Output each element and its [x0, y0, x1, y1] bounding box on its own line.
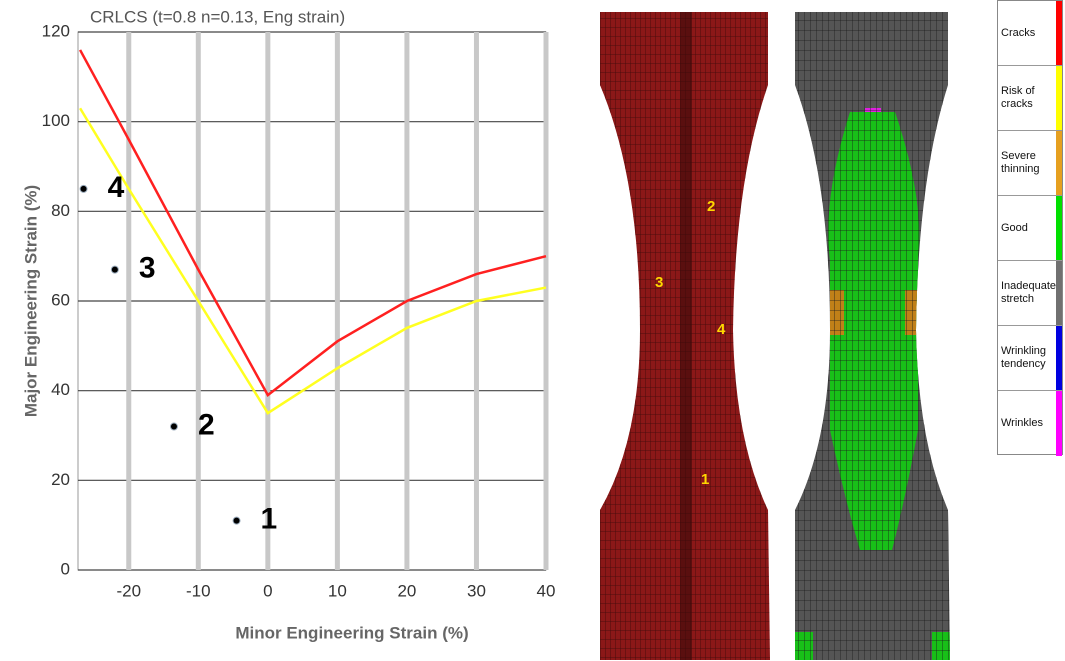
x-tick-label: 30	[467, 581, 486, 600]
legend-label: Wrinkles	[1001, 417, 1043, 430]
x-tick-label: 20	[397, 581, 416, 600]
y-tick-label: 120	[42, 21, 70, 40]
data-point	[170, 423, 177, 430]
x-tick-label: -10	[186, 581, 211, 600]
chart-title: CRLCS (t=0.8 n=0.13, Eng strain)	[90, 7, 345, 26]
legend-item: Inadequate stretch	[998, 261, 1062, 326]
legend-swatch	[1056, 391, 1062, 456]
point-label: 4	[108, 171, 125, 204]
legend-swatch	[1056, 1, 1062, 65]
x-axis-label: Minor Engineering Strain (%)	[235, 623, 468, 642]
y-tick-label: 20	[51, 470, 70, 489]
legend: Cracks Risk of cracks Severe thinning Good I…	[997, 0, 1063, 455]
specimen-strain	[600, 12, 770, 660]
specimen-mesh	[795, 12, 950, 660]
specimen-fld	[795, 12, 950, 660]
legend-item: Good	[998, 196, 1062, 261]
legend-item: Wrinkles	[998, 391, 1062, 456]
point-label: 2	[198, 408, 215, 441]
legend-label: Cracks	[1001, 27, 1035, 40]
specimen-label: 3	[655, 274, 663, 291]
legend-label: Inadequate stretch	[1001, 280, 1056, 306]
data-point	[111, 266, 118, 273]
y-tick-label: 100	[42, 111, 70, 130]
legend-label: Good	[1001, 222, 1028, 235]
legend-item: Cracks	[998, 1, 1062, 66]
y-tick-label: 0	[61, 559, 70, 578]
point-label: 3	[139, 252, 156, 285]
legend-item: Risk of cracks	[998, 66, 1062, 131]
figure: 0 20 40 60 80 100 120 -20 -10 0 10 20 30 40 1 2 3 4 CRLCS…	[0, 0, 995, 661]
legend-label: Wrinkling tendency	[1001, 345, 1052, 371]
x-tick-label: 0	[263, 581, 272, 600]
legend-label: Risk of cracks	[1001, 85, 1052, 111]
data-point	[233, 517, 240, 524]
specimen-label: 2	[707, 198, 715, 215]
specimen-label: 1	[701, 471, 709, 488]
y-tick-label: 40	[51, 380, 70, 399]
x-tick-label: -20	[116, 581, 141, 600]
point-label: 1	[261, 503, 278, 536]
page: 0 20 40 60 80 100 120 -20 -10 0 10 20 30 40 1 2 3 4 CRLCS…	[0, 0, 1065, 661]
legend-swatch	[1056, 261, 1062, 325]
y-axis-label: Major Engineering Strain (%)	[21, 185, 40, 417]
legend-swatch	[1056, 66, 1062, 130]
x-tick-label: 10	[328, 581, 347, 600]
y-tick-label: 80	[51, 201, 70, 220]
legend-swatch	[1056, 131, 1062, 195]
legend-item: Wrinkling tendency	[998, 326, 1062, 391]
data-point	[80, 185, 87, 192]
legend-swatch	[1056, 196, 1062, 260]
x-tick-label: 40	[537, 581, 556, 600]
specimen-label: 4	[717, 321, 726, 338]
y-tick-label: 60	[51, 290, 70, 309]
legend-item: Severe thinning	[998, 131, 1062, 196]
legend-label: Severe thinning	[1001, 150, 1052, 176]
legend-swatch	[1056, 326, 1062, 390]
specimen-center	[680, 12, 692, 660]
